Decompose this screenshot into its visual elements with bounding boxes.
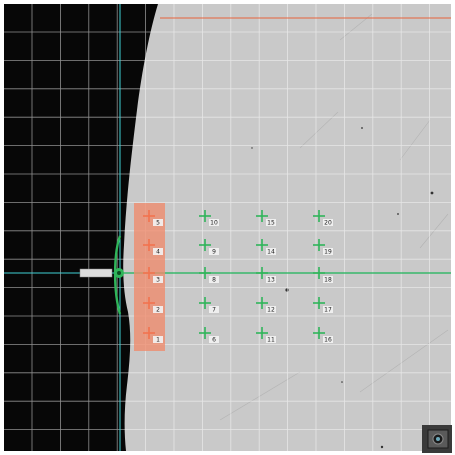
measurement-point[interactable]: 20 <box>313 210 333 227</box>
point-label: 13 <box>267 277 275 284</box>
point-label: 17 <box>324 307 332 314</box>
measurement-point[interactable]: 11 <box>256 327 276 344</box>
measurement-point[interactable]: 1 <box>143 327 163 344</box>
measurement-point[interactable]: 2 <box>143 297 163 314</box>
point-label-bg <box>323 248 333 255</box>
point-label: 16 <box>324 337 332 344</box>
measurement-point[interactable]: 18 <box>313 267 333 284</box>
point-label-bg <box>323 336 333 343</box>
point-label-bg <box>153 248 163 255</box>
point-label: 9 <box>212 249 216 256</box>
point-label: 18 <box>324 277 332 284</box>
point-label: 1 <box>156 337 160 344</box>
measurement-point[interactable]: 19 <box>313 239 333 256</box>
measurement-point[interactable]: 13 <box>256 267 276 284</box>
measurement-point[interactable]: 3 <box>143 267 163 284</box>
measurement-point[interactable]: 4 <box>143 239 163 256</box>
edge-probe-center-icon <box>117 271 121 275</box>
point-label-bg <box>153 306 163 313</box>
measurement-point[interactable]: 16 <box>313 327 333 344</box>
point-label-bg <box>153 336 163 343</box>
point-label: 11 <box>267 337 275 344</box>
point-label-bg <box>209 306 219 313</box>
point-label-bg <box>209 276 219 283</box>
point-label-bg <box>209 219 219 226</box>
point-label: 2 <box>156 307 160 314</box>
point-label: 8 <box>212 277 216 284</box>
point-label: 19 <box>324 249 332 256</box>
point-label: 14 <box>267 249 275 256</box>
point-label-bg <box>323 276 333 283</box>
measurement-point[interactable]: 17 <box>313 297 333 314</box>
point-label: 15 <box>267 220 275 227</box>
marker-layer: 5 4 3 2 1 10 9 8 7 6 15 14 13 12 11 20 19 18 17 16 <box>143 210 333 344</box>
measurement-point[interactable]: 10 <box>199 210 219 227</box>
point-label: 7 <box>212 307 216 314</box>
point-label: 4 <box>156 249 160 256</box>
point-label-bg <box>266 248 276 255</box>
measurement-point[interactable]: 6 <box>199 327 219 344</box>
point-label: 20 <box>324 220 332 227</box>
measurement-point[interactable]: 7 <box>199 297 219 314</box>
point-label: 10 <box>210 220 218 227</box>
point-label-bg <box>323 306 333 313</box>
point-label: 5 <box>156 220 160 227</box>
point-label-bg <box>266 219 276 226</box>
point-label-bg <box>153 219 163 226</box>
point-label: 12 <box>267 307 275 314</box>
point-label-bg <box>323 219 333 226</box>
camera-lens-glass-icon <box>436 437 440 441</box>
point-label-bg <box>209 248 219 255</box>
point-label-bg <box>209 336 219 343</box>
point-label: 3 <box>156 277 160 284</box>
corner-tool[interactable] <box>422 425 452 453</box>
measurement-point[interactable]: 5 <box>143 210 163 227</box>
measurement-grid <box>4 4 451 451</box>
point-label-bg <box>153 276 163 283</box>
measurement-point[interactable]: 15 <box>256 210 276 227</box>
measurement-point[interactable]: 8 <box>199 267 219 284</box>
point-label-bg <box>266 276 276 283</box>
measurement-point[interactable]: 12 <box>256 297 276 314</box>
point-label-bg <box>266 306 276 313</box>
edge-probe-label-bg <box>79 268 113 278</box>
edge-probe-label-box <box>79 268 113 278</box>
measurement-point[interactable]: 9 <box>199 239 219 256</box>
point-label: 6 <box>212 337 216 344</box>
measurement-point[interactable]: 14 <box>256 239 276 256</box>
point-label-bg <box>266 336 276 343</box>
surface-specks <box>251 127 434 449</box>
